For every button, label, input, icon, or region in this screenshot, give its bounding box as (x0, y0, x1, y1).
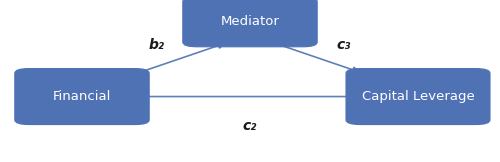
Text: b₂: b₂ (148, 38, 164, 52)
Text: Capital Leverage: Capital Leverage (362, 90, 474, 103)
Text: c₃: c₃ (336, 38, 351, 52)
FancyBboxPatch shape (15, 69, 149, 125)
FancyBboxPatch shape (346, 69, 490, 125)
Text: Mediator: Mediator (220, 15, 280, 28)
Text: c₂: c₂ (243, 119, 257, 133)
FancyBboxPatch shape (183, 0, 317, 47)
Text: Financial: Financial (53, 90, 111, 103)
